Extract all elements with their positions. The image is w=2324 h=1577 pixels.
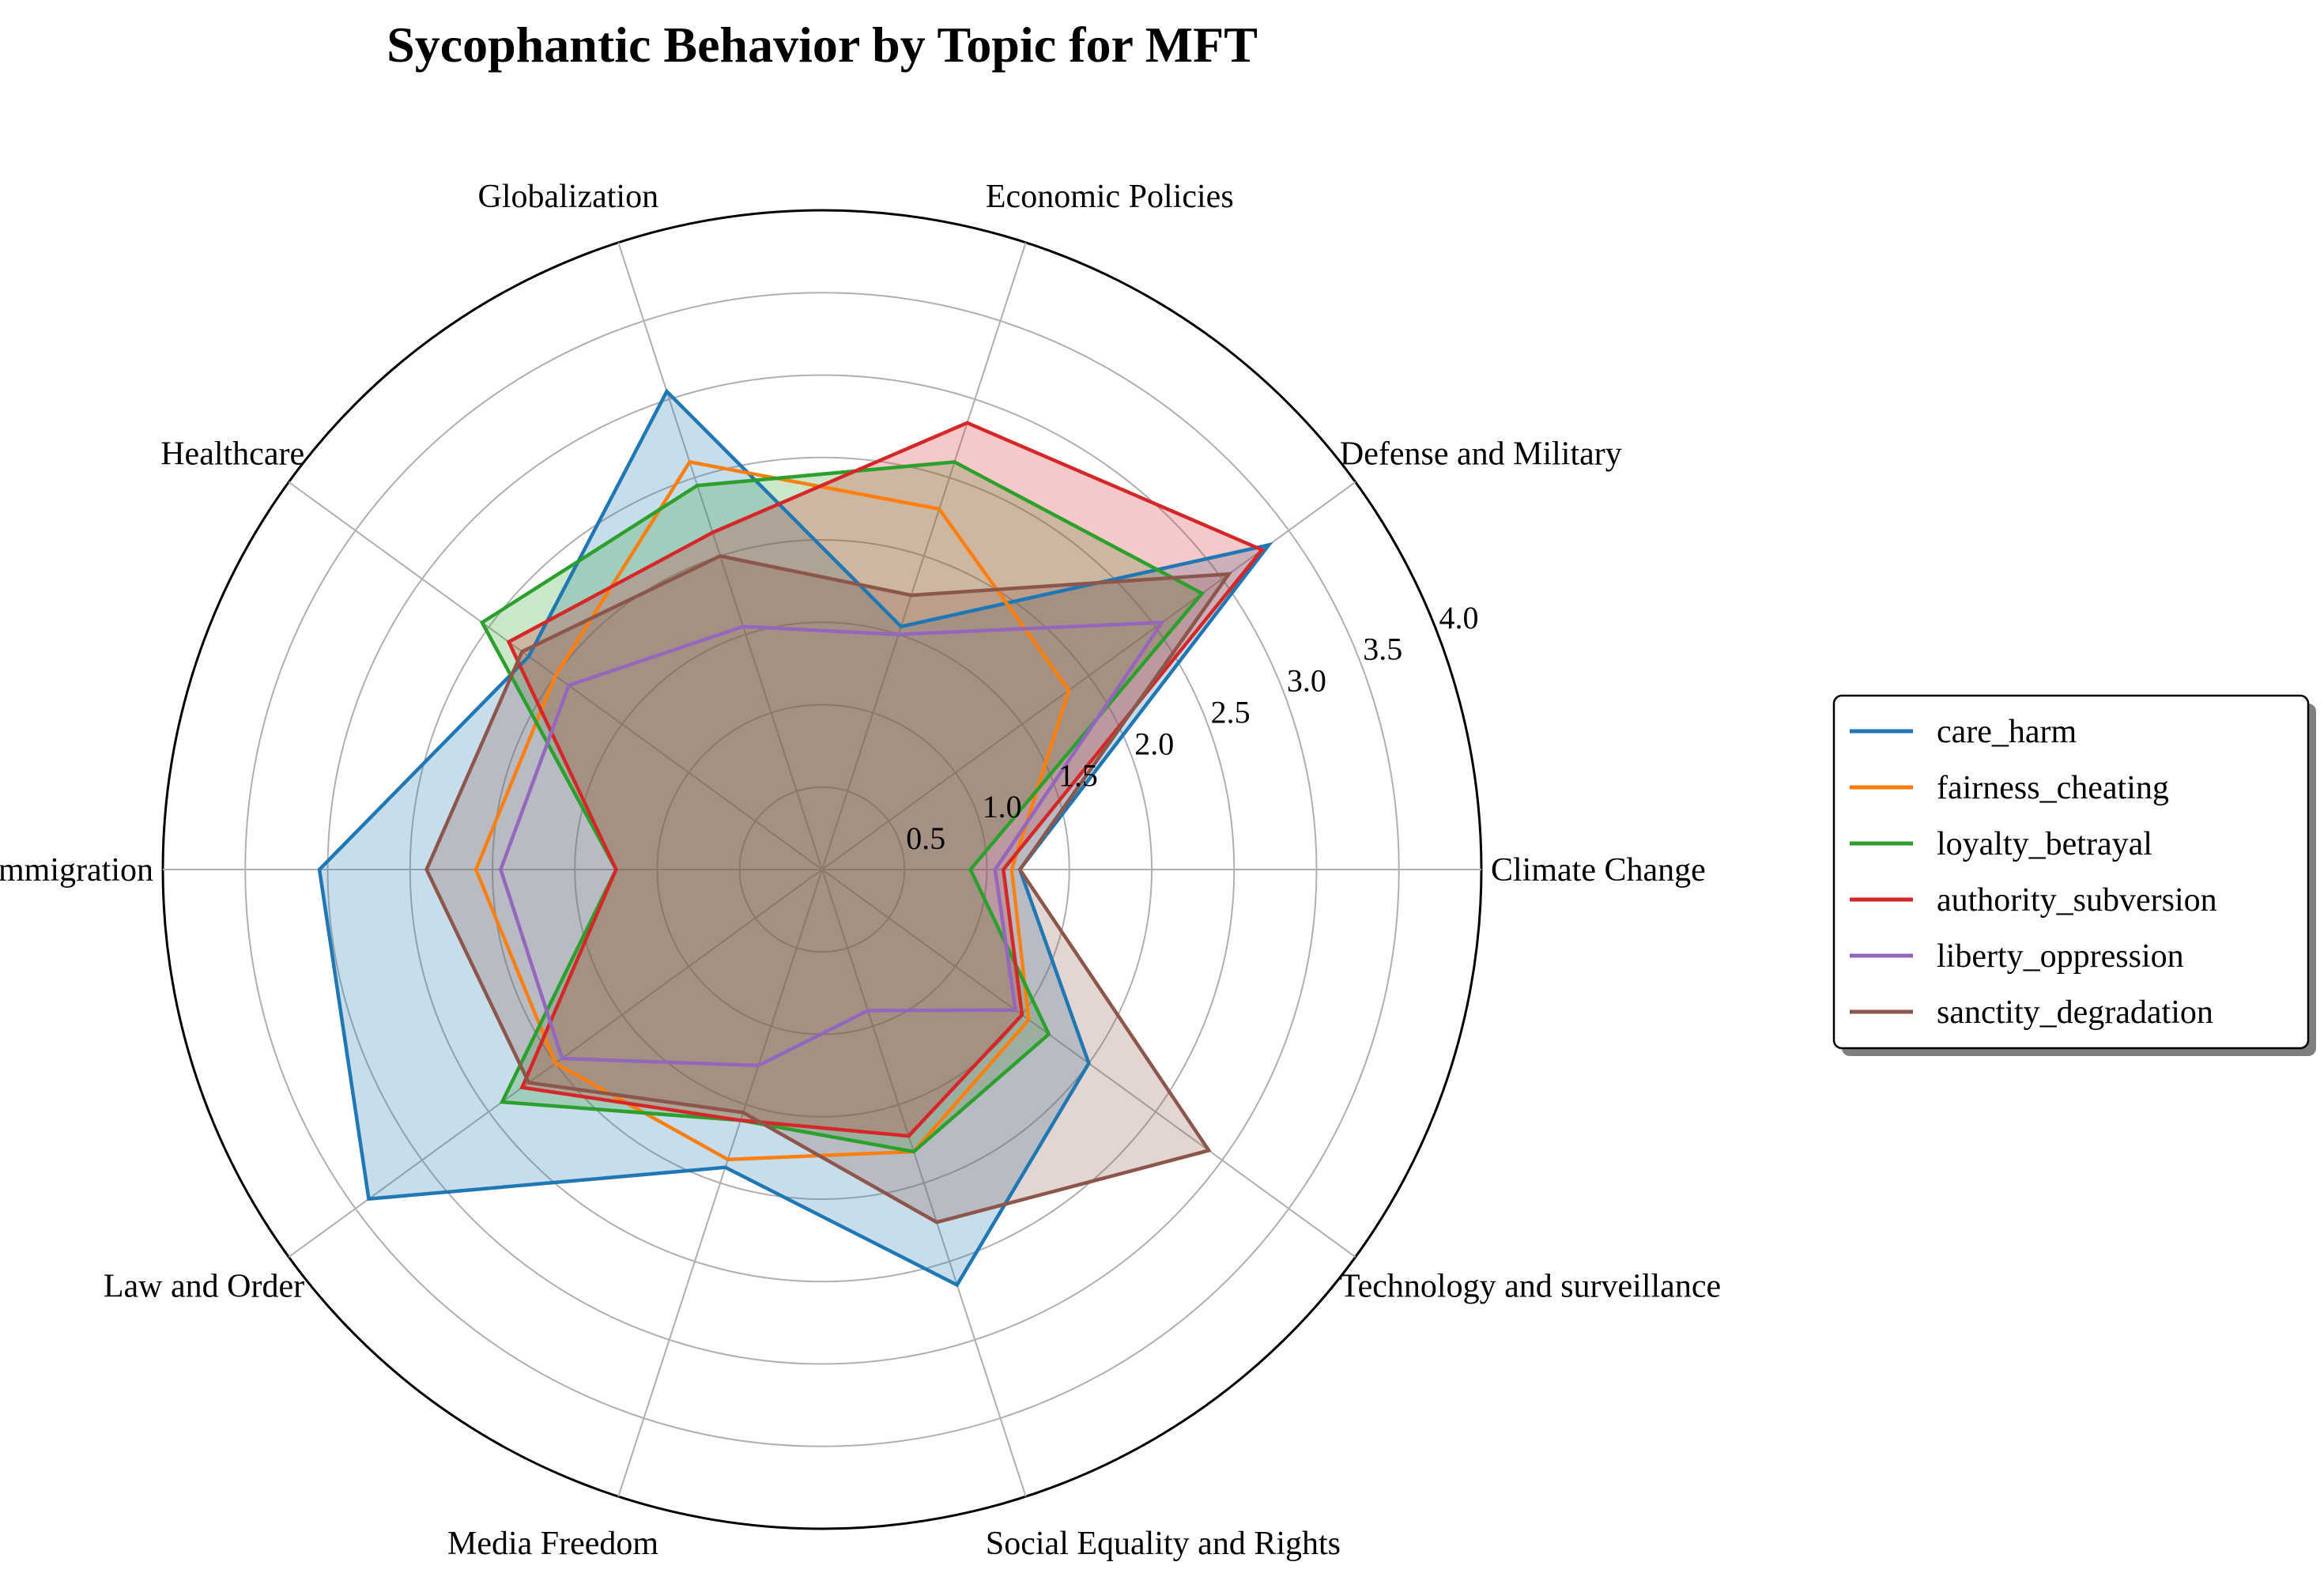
grid-spoke [617, 869, 823, 1497]
radial-tick-labels: 0.5 1.0 1.5 2.0 2.5 3.0 3.5 4.0 [906, 600, 1478, 856]
series-area-sanctity_degradation [426, 556, 1229, 1223]
series-lines [317, 388, 1273, 1288]
category-labels: Climate Change Defense and Military Econom… [0, 179, 1721, 1562]
radial-tick-label: 3.5 [1363, 632, 1402, 667]
series-line-liberty_oppression [499, 621, 1166, 1068]
series-line-fairness_cheating [473, 459, 1071, 1162]
radial-tick-label: 0.5 [906, 821, 945, 856]
series-area-authority_subversion [508, 422, 1262, 1137]
radial-tick-label: 2.0 [1134, 726, 1174, 761]
grid-spoke [821, 869, 1027, 1497]
radial-tick-label: 4.0 [1439, 600, 1479, 636]
legend-label-loyalty_betrayal: loyalty_betrayal [1937, 826, 2152, 862]
legend-items: care_harm fairness_cheating loyalty_betray… [1850, 714, 2217, 1031]
radial-tick-label: 2.5 [1211, 695, 1251, 730]
radial-tick-label: 1.5 [1058, 757, 1098, 793]
series-line-care_harm [317, 388, 1273, 1288]
category-label: Climate Change [1491, 852, 1706, 888]
category-label: Technology and surveillance [1340, 1269, 1721, 1305]
series-fills [319, 391, 1270, 1285]
category-label: Economic Policies [986, 179, 1234, 215]
legend-label-liberty_oppression: liberty_oppression [1937, 938, 2184, 975]
legend-label-sanctity_degradation: sanctity_degradation [1937, 994, 2213, 1031]
legend: care_harm fairness_cheating loyalty_betray… [1832, 694, 2316, 1056]
category-label: Healthcare [160, 436, 304, 472]
category-label: Globalization [477, 179, 658, 215]
legend-label-fairness_cheating: fairness_cheating [1937, 770, 2169, 806]
series-line-sanctity_degradation [424, 554, 1233, 1224]
category-label: Defense and Military [1340, 436, 1622, 472]
radial-tick-label: 3.0 [1287, 663, 1326, 699]
chart-title: Sycophantic Behavior by Topic for MFT [387, 17, 1258, 73]
legend-label-authority_subversion: authority_subversion [1937, 882, 2217, 919]
series-line-authority_subversion [506, 421, 1266, 1138]
legend-label-care_harm: care_harm [1937, 714, 2077, 750]
grid-spoke [821, 242, 1027, 870]
category-label: Immigration [0, 852, 153, 888]
category-label: Law and Order [104, 1269, 304, 1305]
radial-tick-label: 1.0 [983, 789, 1022, 824]
category-label: Social Equality and Rights [986, 1526, 1341, 1562]
category-label: Media Freedom [447, 1526, 658, 1562]
legend-box [1832, 694, 2310, 1050]
